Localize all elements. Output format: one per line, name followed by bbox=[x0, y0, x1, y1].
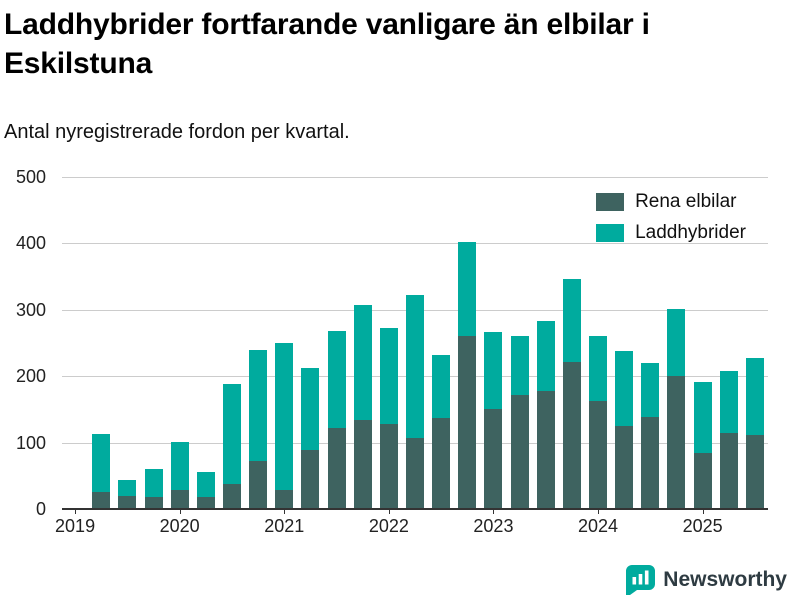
bar-2025-Q1-rena-elbilar bbox=[693, 452, 712, 509]
page-subtitle: Antal nyregistrerade fordon per kvartal. bbox=[4, 121, 350, 143]
x-tick-label: 2022 bbox=[368, 516, 409, 536]
x-tick-label: 2021 bbox=[264, 516, 305, 536]
bar-2020-Q3-rena-elbilar bbox=[222, 483, 241, 509]
y-tick-label: 200 bbox=[15, 366, 46, 387]
x-tick-mark bbox=[284, 509, 286, 514]
bar-2022-Q1-laddhybrider bbox=[379, 328, 398, 425]
bar-2024-Q2-laddhybrider bbox=[615, 350, 634, 426]
bar-2021-Q3-rena-elbilar bbox=[327, 428, 346, 509]
x-tick-label: 2023 bbox=[473, 516, 514, 536]
gridline bbox=[62, 243, 768, 245]
bar-2020-Q2-rena-elbilar bbox=[196, 497, 215, 509]
x-tick-mark bbox=[388, 509, 390, 514]
bar-2024-Q1-rena-elbilar bbox=[589, 401, 608, 509]
newsworthy-logo-icon bbox=[626, 565, 656, 595]
x-tick-label: 2020 bbox=[159, 516, 200, 536]
legend-item: Laddhybrider bbox=[596, 222, 746, 244]
bar-2023-Q3-rena-elbilar bbox=[536, 391, 555, 509]
bar-2021-Q1-rena-elbilar bbox=[275, 490, 294, 509]
bar-2025-Q3-laddhybrider bbox=[745, 357, 764, 436]
bar-2025-Q2-laddhybrider bbox=[719, 370, 738, 434]
bar-2022-Q3-laddhybrider bbox=[432, 354, 451, 419]
bar-2019-Q4-rena-elbilar bbox=[144, 497, 163, 509]
x-tick-mark bbox=[75, 509, 77, 514]
bar-2021-Q1-laddhybrider bbox=[275, 343, 294, 491]
bar-2021-Q4-laddhybrider bbox=[353, 304, 372, 421]
plot-area: Rena elbilar Laddhybrider bbox=[62, 177, 768, 514]
x-tick-mark bbox=[598, 509, 600, 514]
x-tick-label: 2019 bbox=[55, 516, 96, 536]
newsworthy-brand-link[interactable]: Newsworthy bbox=[626, 565, 787, 595]
bar-2024-Q1-laddhybrider bbox=[589, 335, 608, 402]
y-axis: 0 100 200 300 400 500 bbox=[0, 167, 54, 519]
y-tick-label: 100 bbox=[15, 432, 46, 453]
legend-label: Laddhybrider bbox=[635, 222, 746, 243]
bar-2025-Q3-rena-elbilar bbox=[745, 435, 764, 509]
bar-2023-Q4-rena-elbilar bbox=[562, 362, 581, 509]
y-tick-label: 400 bbox=[15, 233, 46, 254]
bar-2023-Q2-rena-elbilar bbox=[510, 394, 529, 509]
bar-2019-Q2-laddhybrider bbox=[92, 433, 111, 493]
x-tick-label: 2024 bbox=[578, 516, 619, 536]
bar-2022-Q4-rena-elbilar bbox=[458, 336, 477, 509]
x-tick-mark bbox=[493, 509, 495, 514]
bar-2023-Q3-laddhybrider bbox=[536, 321, 555, 392]
bar-2025-Q2-rena-elbilar bbox=[719, 433, 738, 509]
bar-2019-Q3-laddhybrider bbox=[118, 480, 137, 496]
legend-item: Rena elbilar bbox=[596, 191, 746, 213]
legend-swatch bbox=[596, 193, 625, 211]
bar-2020-Q4-rena-elbilar bbox=[249, 460, 268, 509]
y-tick-label: 500 bbox=[15, 167, 46, 187]
bar-2020-Q3-laddhybrider bbox=[222, 384, 241, 484]
bar-2020-Q1-laddhybrider bbox=[170, 441, 189, 491]
bar-2019-Q2-rena-elbilar bbox=[92, 492, 111, 509]
bar-2021-Q3-laddhybrider bbox=[327, 331, 346, 428]
page-title: Laddhybrider fortfarande vanligare än el… bbox=[4, 8, 650, 80]
bar-2022-Q2-laddhybrider bbox=[406, 295, 424, 438]
gridline bbox=[62, 177, 768, 178]
bar-2020-Q1-rena-elbilar bbox=[170, 490, 189, 509]
x-tick-label: 2025 bbox=[682, 516, 723, 536]
bar-2021-Q2-laddhybrider bbox=[301, 367, 320, 450]
bar-2019-Q4-laddhybrider bbox=[144, 469, 163, 498]
x-axis: 2019 2020 2021 2022 2023 2024 2025 bbox=[55, 516, 768, 542]
x-tick-mark bbox=[702, 509, 704, 514]
bar-2024-Q3-laddhybrider bbox=[641, 362, 660, 417]
x-axis-line bbox=[62, 508, 768, 510]
bar-2024-Q2-rena-elbilar bbox=[615, 426, 634, 509]
bar-2022-Q4-laddhybrider bbox=[458, 242, 477, 337]
bar-2021-Q2-rena-elbilar bbox=[301, 449, 320, 509]
bar-2023-Q1-rena-elbilar bbox=[484, 408, 503, 509]
bar-2024-Q3-rena-elbilar bbox=[641, 416, 660, 509]
bar-2025-Q1-laddhybrider bbox=[693, 382, 712, 453]
bar-2022-Q2-rena-elbilar bbox=[406, 437, 424, 509]
bar-2024-Q4-rena-elbilar bbox=[667, 376, 686, 509]
y-tick-label: 300 bbox=[15, 299, 46, 320]
x-tick-mark bbox=[179, 509, 181, 514]
bar-2021-Q4-rena-elbilar bbox=[353, 420, 372, 509]
bar-2020-Q2-laddhybrider bbox=[196, 471, 215, 498]
y-tick-label: 0 bbox=[35, 499, 46, 519]
legend: Rena elbilar Laddhybrider bbox=[596, 191, 746, 253]
bar-2023-Q4-laddhybrider bbox=[562, 278, 581, 363]
bar-2020-Q4-laddhybrider bbox=[249, 349, 268, 461]
legend-swatch bbox=[596, 224, 625, 242]
newsworthy-brand-label: Newsworthy bbox=[663, 568, 787, 591]
bar-2022-Q1-rena-elbilar bbox=[379, 424, 398, 509]
bar-2023-Q1-laddhybrider bbox=[484, 332, 503, 409]
bar-2024-Q4-laddhybrider bbox=[667, 309, 686, 377]
legend-label: Rena elbilar bbox=[635, 191, 737, 212]
bar-2023-Q2-laddhybrider bbox=[510, 335, 529, 395]
bar-2019-Q3-rena-elbilar bbox=[118, 495, 137, 509]
bar-2022-Q3-rena-elbilar bbox=[432, 418, 451, 509]
